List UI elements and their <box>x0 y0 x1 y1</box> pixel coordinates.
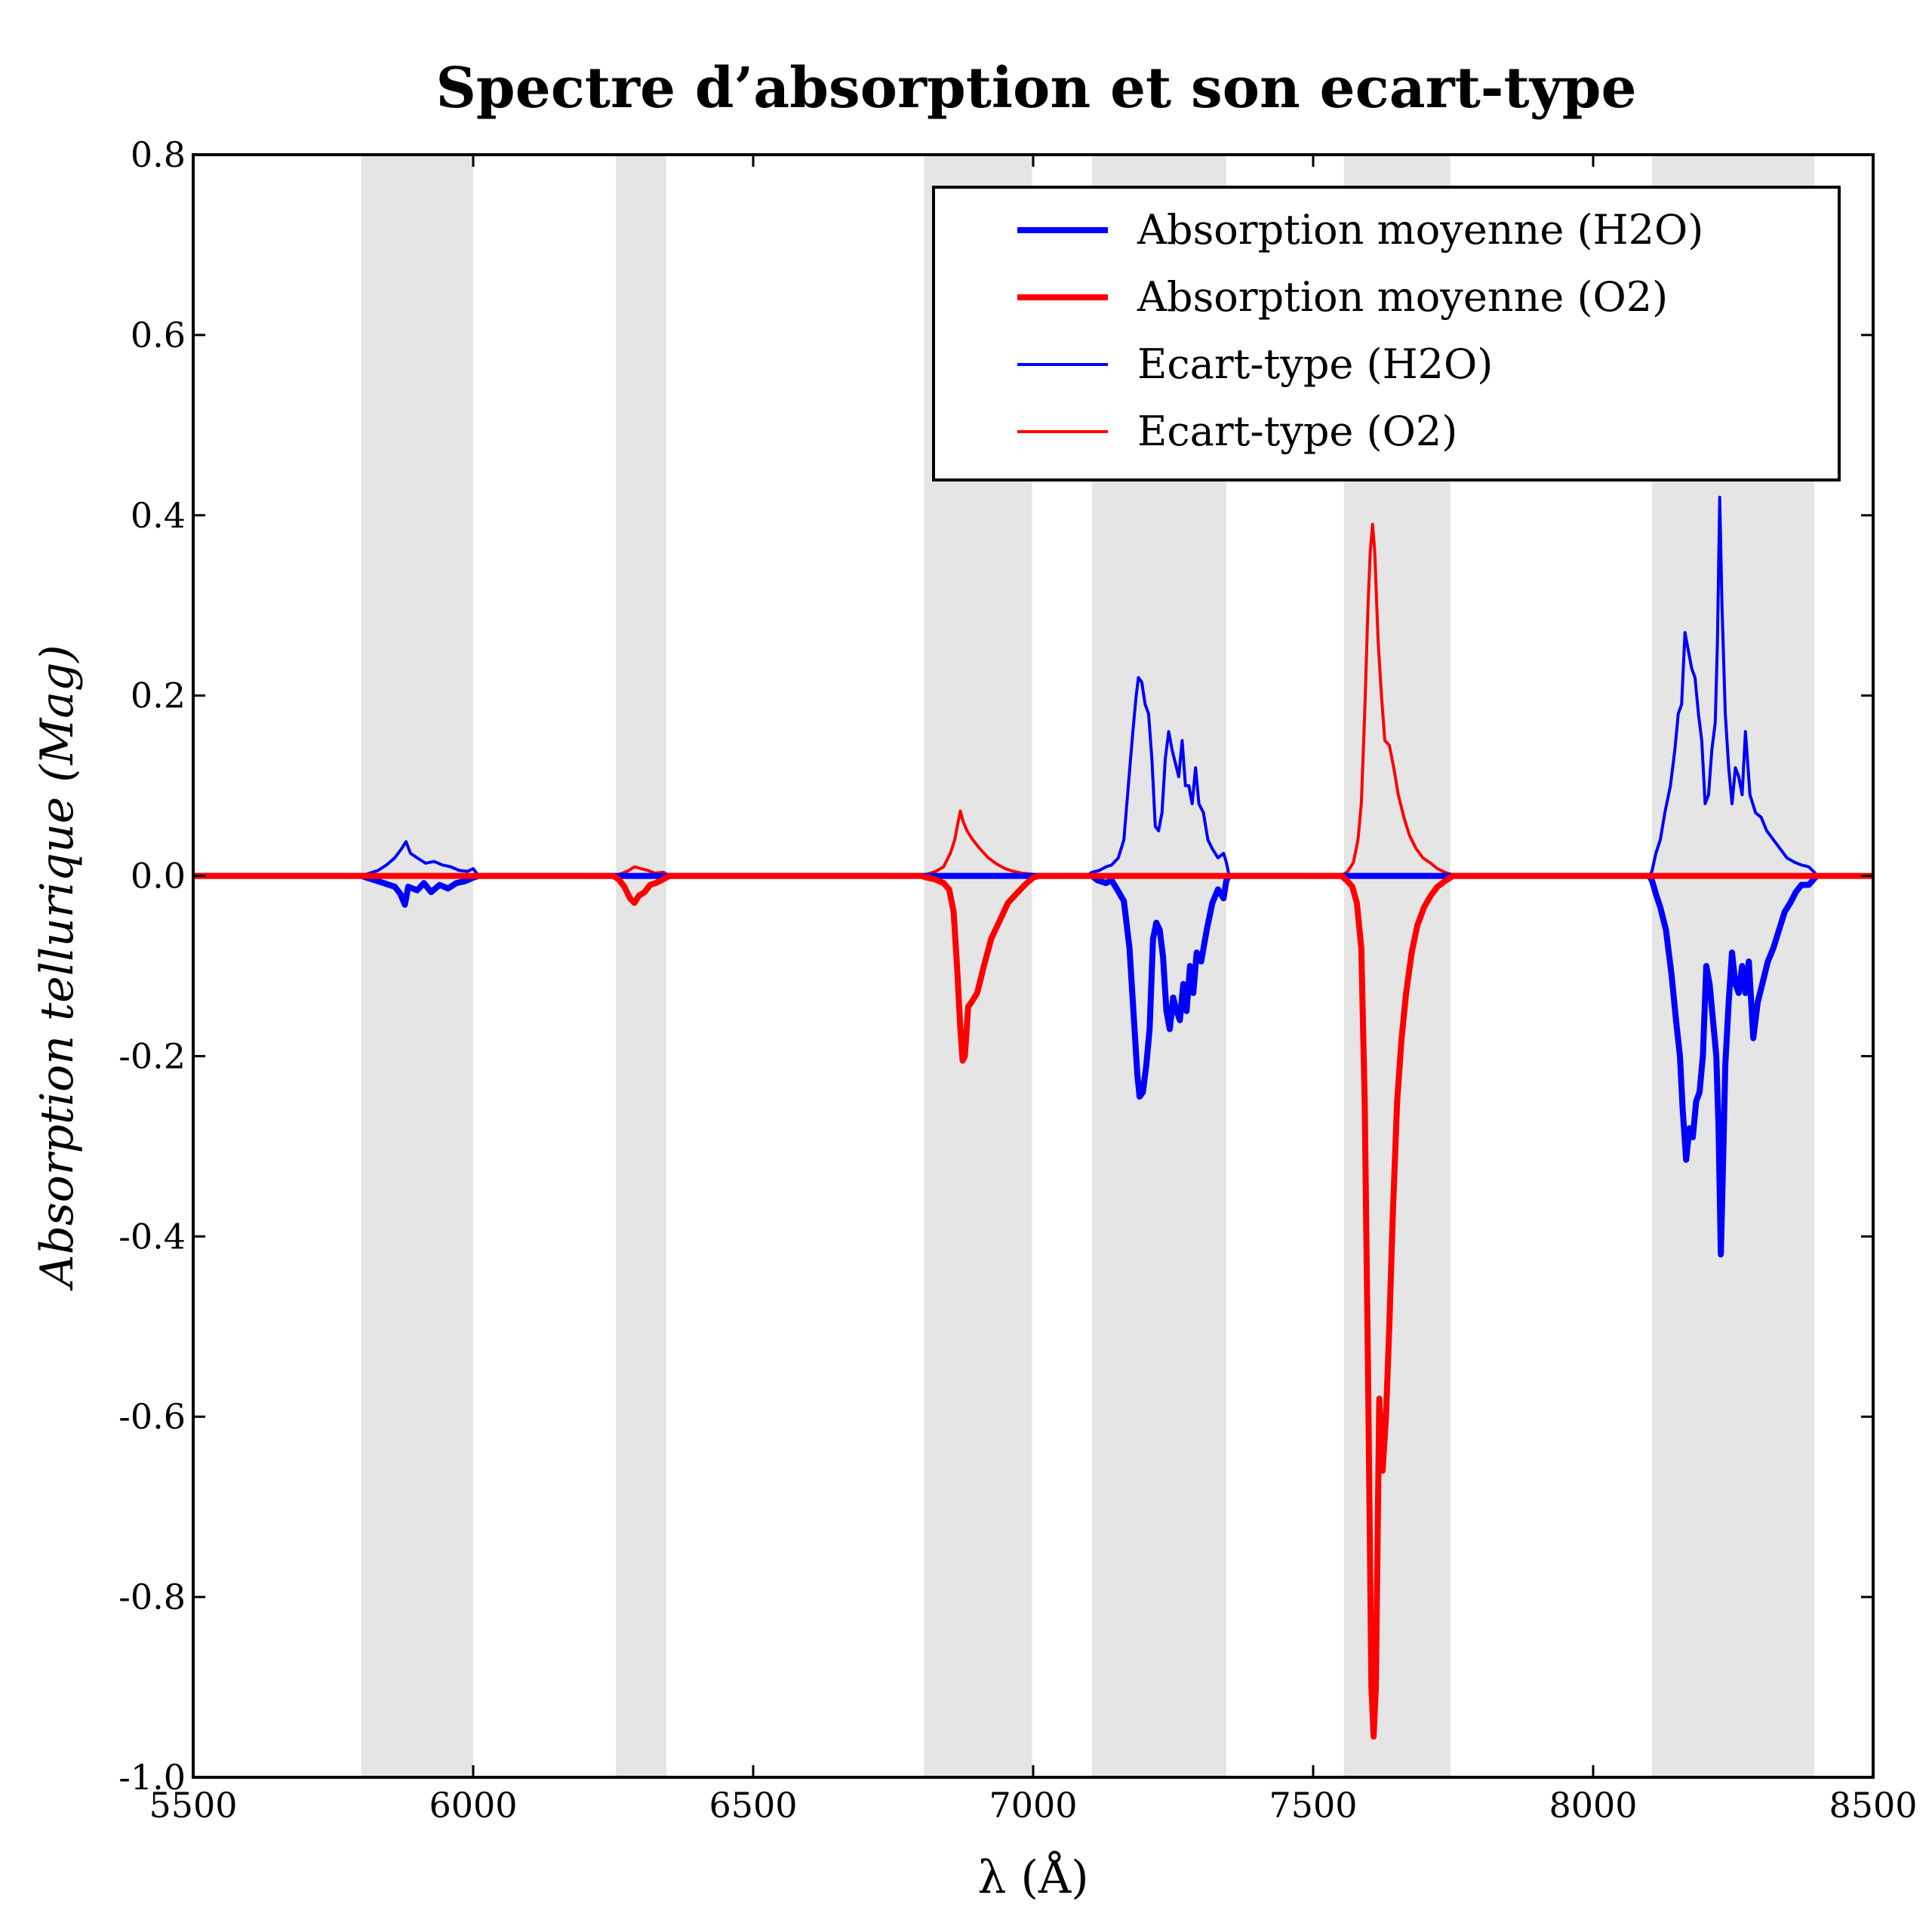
y-tick-label: -0.4 <box>118 1216 186 1257</box>
series-line-absorption-moyenne-o2 <box>193 872 1873 1740</box>
shaded-band-1 <box>361 155 473 1777</box>
legend-entries: Absorption moyenne (H2O) Absorption moyen… <box>1017 206 1703 455</box>
x-axis-label: λ (Å) <box>977 1850 1088 1904</box>
legend-label: Absorption moyenne (H2O) <box>1137 206 1703 254</box>
y-tick-label: 0.2 <box>131 675 186 716</box>
axis-ticks: 5500 6000 6500 7000 7500 8000 8500 0.8 0.6 0.4 0.2… <box>118 134 1917 1826</box>
legend-label: Ecart-type (O2) <box>1137 408 1457 455</box>
legend: Absorption moyenne (H2O) Absorption moyen… <box>932 186 1841 481</box>
y-tick-label: -0.6 <box>118 1396 186 1437</box>
y-tick-label: 0.4 <box>131 495 186 536</box>
y-tick-label: 0.6 <box>131 315 186 355</box>
series-group <box>193 495 1873 1740</box>
shaded-band-2 <box>616 155 666 1777</box>
series-line-ecart-type-h2o <box>360 495 1819 878</box>
y-axis-label: Absorption tellurique (Mag) <box>31 645 84 1291</box>
chart-title: Spectre d’absorption et son ecart-type <box>435 56 1636 121</box>
y-tick-label: -0.8 <box>118 1577 186 1617</box>
x-tick-label: 8500 <box>1829 1785 1917 1826</box>
x-tick-label: 6500 <box>709 1785 797 1826</box>
x-tick-label: 5500 <box>149 1785 237 1826</box>
x-tick-label: 7500 <box>1269 1785 1357 1826</box>
x-tick-label: 8000 <box>1549 1785 1637 1826</box>
y-tick-label: -0.2 <box>118 1035 186 1076</box>
y-tick-label: -1.0 <box>118 1757 186 1798</box>
y-tick-label: 0.0 <box>131 856 186 897</box>
legend-label: Absorption moyenne (O2) <box>1137 273 1668 321</box>
x-tick-label: 7000 <box>989 1785 1077 1826</box>
y-tick-label: 0.8 <box>131 134 186 175</box>
legend-label: Ecart-type (H2O) <box>1137 340 1493 388</box>
x-tick-label: 6000 <box>429 1785 517 1826</box>
